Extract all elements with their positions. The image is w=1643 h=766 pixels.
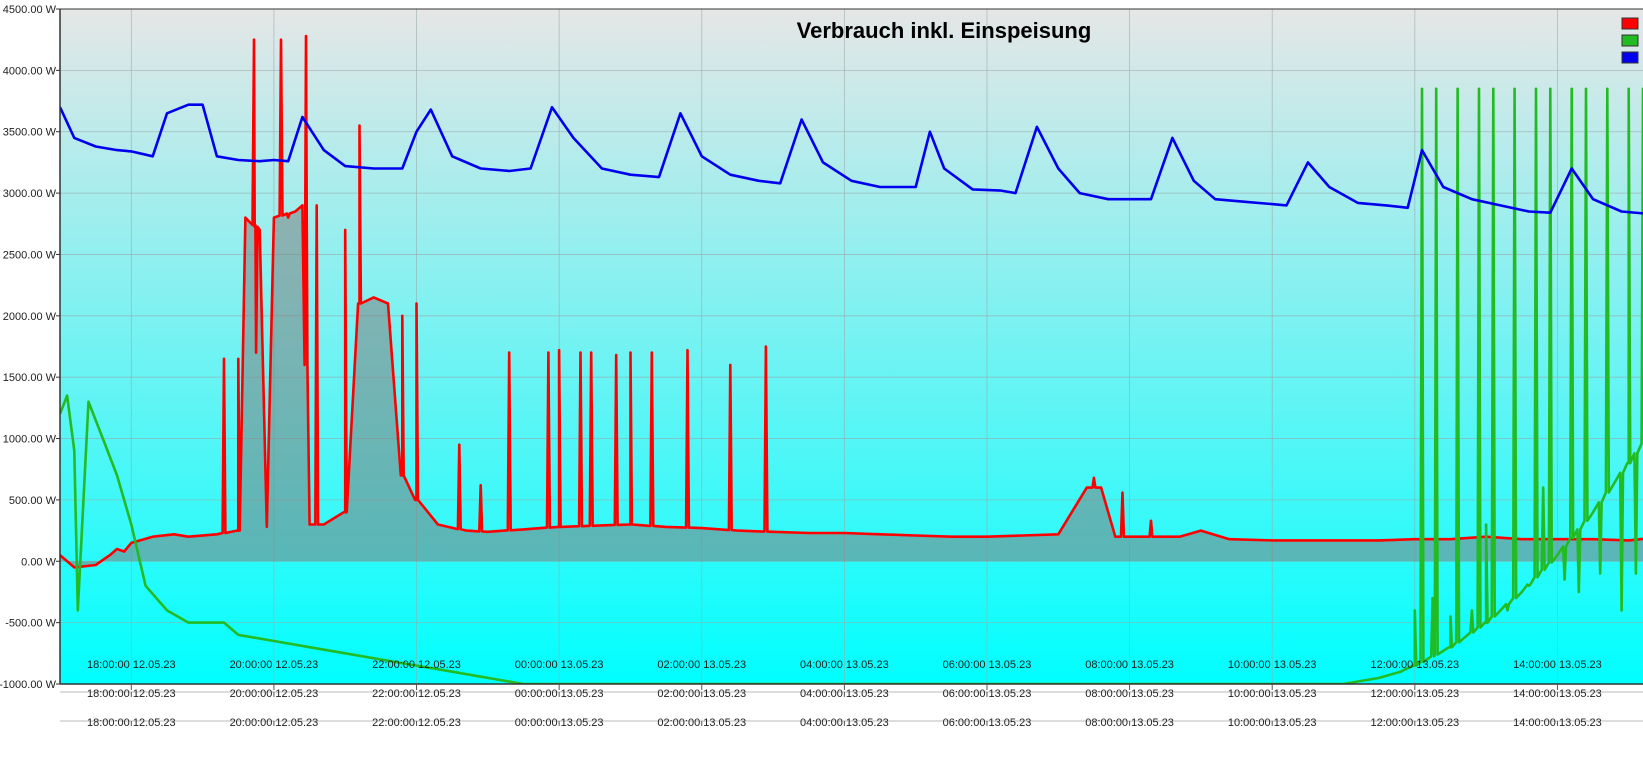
fill-layer xyxy=(60,36,1643,568)
area-fill-to-zero xyxy=(60,36,1643,568)
legend-swatch-2 xyxy=(1621,34,1639,47)
series-line-1 xyxy=(60,34,1643,569)
x-tick-label: 20:00:00 12.05.23 xyxy=(230,659,319,671)
x-tick-label: 12:00:00 13.05.23 xyxy=(1370,717,1459,729)
y-tick-label: 1000.00 W xyxy=(3,434,57,446)
y-tick-label: -500.00 W xyxy=(5,618,56,630)
x-tick-label: 10:00:00 13.05.23 xyxy=(1228,688,1317,700)
y-tick-label: 0.00 W xyxy=(21,556,56,568)
x-tick-label: 14:00:00 13.05.23 xyxy=(1513,688,1602,700)
x-axis-ticks: 18:00:00 12.05.23 20:00:00 12.05.23 22:00:… xyxy=(60,659,1643,729)
y-tick-label: 2500.00 W xyxy=(3,249,57,261)
x-tick-label: 18:00:00 12.05.23 xyxy=(87,659,176,671)
x-tick-label: 06:00:00 13.05.23 xyxy=(943,659,1032,671)
series-line-2 xyxy=(60,87,1643,684)
x-tick-label: 12:00:00 13.05.23 xyxy=(1370,688,1459,700)
series-line-3 xyxy=(60,103,1643,215)
legend xyxy=(1621,17,1639,64)
x-tick-label: 06:00:00 13.05.23 xyxy=(943,717,1032,729)
x-tick-label: 08:00:00 13.05.23 xyxy=(1085,659,1174,671)
y-tick-label: 500.00 W xyxy=(9,495,57,507)
legend-swatch-1 xyxy=(1621,17,1639,30)
x-tick-label: 22:00:00 12.05.23 xyxy=(372,717,461,729)
x-tick-label: 10:00:00 13.05.23 xyxy=(1228,659,1317,671)
x-tick-label: 04:00:00 13.05.23 xyxy=(800,717,889,729)
y-tick-label: -1000.00 W xyxy=(0,679,57,691)
x-tick-label: 08:00:00 13.05.23 xyxy=(1085,717,1174,729)
y-tick-label: 4500.00 W xyxy=(3,4,57,16)
y-tick-label: 2000.00 W xyxy=(3,311,57,323)
x-tick-label: 00:00:00 13.05.23 xyxy=(515,717,604,729)
x-tick-label: 22:00:00 12.05.23 xyxy=(372,659,461,671)
x-tick-label: 00:00:00 13.05.23 xyxy=(515,688,604,700)
x-tick-label: 02:00:00 13.05.23 xyxy=(657,688,746,700)
x-tick-label: 22:00:00 12.05.23 xyxy=(372,688,461,700)
x-tick-label: 10:00:00 13.05.23 xyxy=(1228,717,1317,729)
y-tick-label: 1500.00 W xyxy=(3,372,57,384)
legend-swatch-3 xyxy=(1621,51,1639,64)
x-tick-label: 00:00:00 13.05.23 xyxy=(515,659,604,671)
x-tick-label: 02:00:00 13.05.23 xyxy=(657,659,746,671)
plot-background xyxy=(60,9,1643,684)
x-tick-label: 18:00:00 12.05.23 xyxy=(87,688,176,700)
series-layer xyxy=(60,34,1643,684)
x-tick-label: 12:00:00 13.05.23 xyxy=(1370,659,1459,671)
x-tick-label: 04:00:00 13.05.23 xyxy=(800,688,889,700)
y-axis-ticks: 4500.00 W 4000.00 W 3500.00 W 3000.00 W 2500… xyxy=(0,4,60,691)
x-tick-label: 14:00:00 13.05.23 xyxy=(1513,659,1602,671)
chart-title: Verbrauch inkl. Einspeisung xyxy=(797,18,1092,43)
x-tick-label: 04:00:00 13.05.23 xyxy=(800,659,889,671)
x-tick-label: 14:00:00 13.05.23 xyxy=(1513,717,1602,729)
y-tick-label: 3000.00 W xyxy=(3,188,57,200)
y-tick-label: 3500.00 W xyxy=(3,127,57,139)
x-tick-label: 18:00:00 12.05.23 xyxy=(87,717,176,729)
x-tick-label: 20:00:00 12.05.23 xyxy=(230,688,319,700)
x-tick-label: 20:00:00 12.05.23 xyxy=(230,717,319,729)
x-tick-label: 06:00:00 13.05.23 xyxy=(943,688,1032,700)
y-tick-label: 4000.00 W xyxy=(3,65,57,77)
x-tick-label: 08:00:00 13.05.23 xyxy=(1085,688,1174,700)
x-tick-label: 02:00:00 13.05.23 xyxy=(657,717,746,729)
